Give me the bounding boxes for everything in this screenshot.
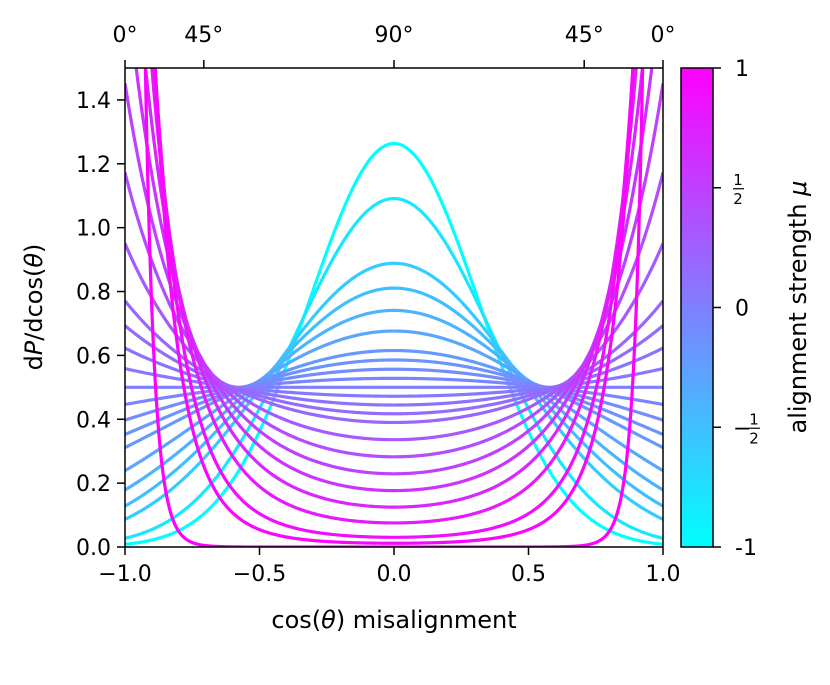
colorbar-tick-label: -1 [735, 536, 757, 561]
colorbar-label: alignment strength μ [784, 181, 812, 434]
top-tick-label: 0° [651, 23, 676, 48]
y-axis-ticks: 0.0 0.2 0.4 0.6 0.8 1.0 1.2 1.4 [76, 89, 125, 561]
x-tick-label: −1.0 [98, 562, 151, 587]
x-tick-label: 0.0 [377, 562, 412, 587]
x-tick-label: 1.0 [646, 562, 681, 587]
y-tick-label: 0.4 [76, 408, 111, 433]
y-tick-label: 0.6 [76, 344, 111, 369]
curve-mu-19 [143, 68, 645, 509]
curve-mu-2 [125, 261, 663, 521]
curve-mu-23 [143, 68, 645, 547]
colorbar-tick-denominator: 2 [733, 190, 743, 208]
curve-mu-18 [134, 68, 654, 493]
y-axis-label: dP/dcos(θ) [20, 244, 48, 371]
top-tick-label: 45° [565, 23, 604, 48]
x-axis-ticks: −1.0 −0.5 0.0 0.5 1.0 [98, 547, 681, 587]
colorbar-tick-fraction: −12 [733, 410, 760, 447]
colorbar-tick-sign: − [733, 416, 751, 441]
colorbar-tick-numerator: 1 [733, 171, 743, 189]
colorbar-tick-label: 0 [735, 297, 749, 322]
y-tick-label: 1.2 [76, 153, 111, 178]
colorbar-gradient [680, 67, 714, 548]
colorbar-tick-denominator: 2 [749, 429, 759, 447]
top-axis-ticks: 0° 45° 90° 45° 0° [113, 23, 676, 68]
curve-mu-16 [125, 172, 663, 459]
x-tick-label: 0.5 [511, 562, 546, 587]
y-tick-label: 0.8 [76, 281, 111, 306]
top-tick-label: 45° [184, 23, 223, 48]
x-axis-label: cos(θ) misalignment [271, 606, 516, 634]
curve-mu-3 [125, 286, 663, 508]
curve-mu-22 [153, 68, 635, 545]
curve-mu-15 [125, 242, 663, 442]
curves-group [125, 68, 663, 547]
x-tick-label: −0.5 [233, 562, 286, 587]
curve-mu-21 [153, 68, 635, 539]
y-tick-label: 1.0 [76, 217, 111, 242]
curve-mu-5 [125, 329, 663, 473]
y-tick-label: 0.0 [76, 536, 111, 561]
curve-mu-0 [125, 141, 663, 546]
curve-mu-17 [125, 83, 663, 476]
top-tick-label: 90° [375, 23, 414, 48]
curve-mu-1 [125, 196, 663, 540]
curve-mu-20 [150, 68, 638, 525]
y-tick-label: 0.2 [76, 472, 111, 497]
curve-mu-8 [125, 367, 663, 422]
colorbar-tick-label: 1 [735, 57, 749, 82]
curve-mu-11 [125, 367, 663, 398]
colorbar-tick-fraction: 12 [733, 171, 744, 208]
y-tick-label: 1.4 [76, 89, 111, 114]
top-tick-label: 0° [113, 23, 138, 48]
colorbar-tick-numerator: 1 [749, 410, 759, 428]
